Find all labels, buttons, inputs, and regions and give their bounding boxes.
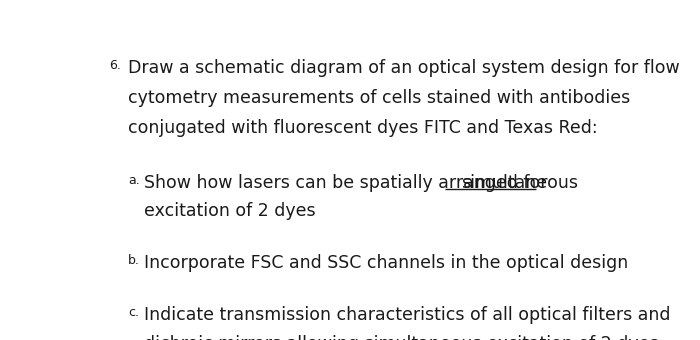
Text: Incorporate FSC and SSC channels in the optical design: Incorporate FSC and SSC channels in the … (144, 254, 629, 272)
Text: Indicate transmission characteristics of all optical filters and: Indicate transmission characteristics of… (144, 306, 671, 324)
Text: Draw a schematic diagram of an optical system design for flow: Draw a schematic diagram of an optical s… (128, 59, 680, 77)
Text: dichroic mirrors allowing simultaneous excitation of 2 dyes,: dichroic mirrors allowing simultaneous e… (144, 335, 664, 340)
Text: c.: c. (128, 306, 139, 319)
Text: b.: b. (128, 254, 140, 267)
Text: Show how lasers can be spatially arranged for: Show how lasers can be spatially arrange… (144, 173, 554, 191)
Text: conjugated with fluorescent dyes FITC and Texas Red:: conjugated with fluorescent dyes FITC an… (128, 119, 598, 137)
Text: cytometry measurements of cells stained with antibodies: cytometry measurements of cells stained … (128, 89, 631, 107)
Text: a.: a. (128, 173, 140, 187)
Text: excitation of 2 dyes: excitation of 2 dyes (144, 202, 316, 220)
Text: 6.: 6. (109, 59, 121, 72)
Text: simultaneous: simultaneous (461, 173, 578, 191)
